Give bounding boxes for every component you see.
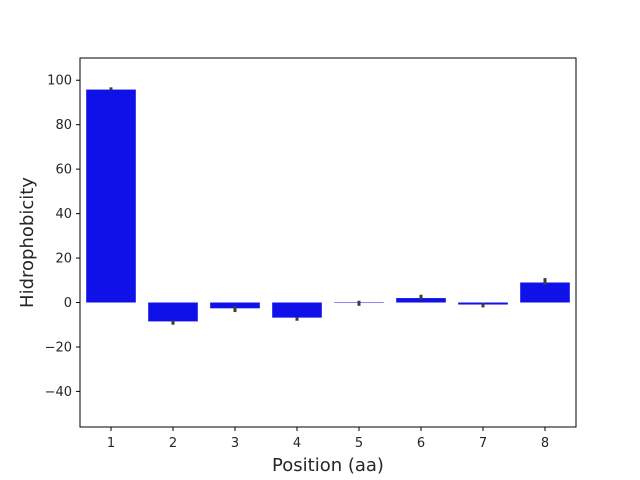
- x-tick-label: 4: [293, 436, 301, 451]
- x-axis: 1 2 3 4 5 6 7 8: [107, 427, 549, 451]
- y-axis-label: Hidrophobicity: [17, 177, 38, 308]
- x-axis-label: Position (aa): [272, 455, 384, 476]
- bar-8: [520, 282, 570, 303]
- bar-1: [86, 89, 136, 303]
- x-tick-label: 5: [355, 436, 363, 451]
- y-tick-label: 40: [55, 207, 72, 222]
- x-tick-label: 2: [169, 436, 177, 451]
- y-tick-label: 80: [55, 118, 72, 133]
- y-tick-label: −40: [45, 385, 72, 400]
- x-tick-label: 6: [417, 436, 425, 451]
- y-axis: −40 −20 0 20 40 60 80 100: [45, 74, 80, 400]
- x-tick-label: 7: [479, 436, 487, 451]
- plot-frame: [79, 57, 577, 428]
- bar-2: [148, 302, 198, 322]
- x-tick-label: 8: [541, 436, 549, 451]
- y-tick-label: 0: [64, 296, 72, 311]
- y-tick-label: −20: [45, 340, 72, 355]
- bar-3: [210, 302, 260, 309]
- error-bars-group: [109, 87, 547, 325]
- bar-6: [396, 298, 446, 303]
- y-tick-label: 100: [47, 74, 72, 89]
- bars-group: [86, 89, 570, 322]
- y-tick-label: 60: [55, 163, 72, 178]
- y-tick-label: 20: [55, 252, 72, 267]
- x-tick-label: 1: [107, 436, 115, 451]
- bar-4: [272, 302, 322, 318]
- x-tick-label: 3: [231, 436, 239, 451]
